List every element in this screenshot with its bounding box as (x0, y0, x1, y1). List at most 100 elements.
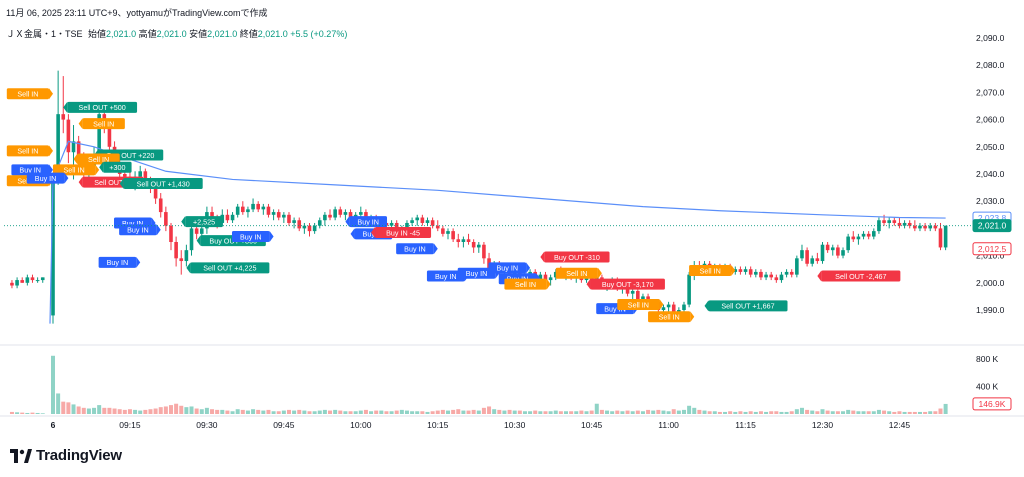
volume-tick-label: 400 K (976, 382, 999, 392)
candle-body (435, 225, 440, 229)
signal-flag-buy-out-profit[interactable]: +2,525 (181, 216, 223, 228)
signal-flag-buy-in[interactable]: Buy IN (488, 262, 531, 274)
candle-body (276, 212, 281, 218)
signal-flag-sell-out-profit[interactable]: Sell OUT +1,430 (119, 178, 203, 190)
signal-flag-body (708, 300, 788, 312)
price-badge-label: 2,012.5 (978, 244, 1007, 254)
volume-bar (143, 409, 148, 414)
signal-flag-label: Buy IN (240, 232, 262, 241)
signal-flag-body (504, 278, 547, 290)
volume-bar (40, 413, 45, 414)
candle-body (241, 206, 245, 213)
signal-flag-sell-in[interactable]: Sell IN (504, 278, 551, 290)
chart-canvas[interactable]: 2,090.0 2,080.0 2,070.0 2,060.0 2,050.0 2,040… (0, 0, 1024, 440)
volume-bar (630, 411, 635, 414)
candle-body (15, 280, 19, 286)
volume-bar (312, 411, 317, 414)
signal-flag-sell-in[interactable]: Sell IN (555, 267, 602, 279)
tradingview-logo[interactable]: TradingView (10, 447, 122, 464)
volume-bar (374, 410, 379, 414)
candle-body (61, 114, 66, 120)
candle-body (451, 231, 455, 240)
candle-body (482, 244, 486, 259)
signal-flag-buy-in[interactable]: Buy IN (119, 224, 161, 236)
volume-bar (517, 410, 522, 414)
symbol-label[interactable]: ＪＸ金属・1・TSE (6, 29, 83, 39)
volume-bar (117, 409, 122, 414)
signal-flag-sell-in[interactable]: Sell IN (78, 118, 125, 130)
volume-bar (179, 405, 184, 414)
candle-body (56, 114, 60, 180)
candle-body (312, 225, 317, 232)
signal-flag-sell-out-loss[interactable]: Sell OUT -2,467 (817, 270, 901, 282)
signal-flag-sell-out-profit[interactable]: Sell OUT +500 (63, 101, 138, 113)
signal-flag-label: Sell OUT +500 (79, 103, 126, 112)
candle-body (856, 236, 861, 240)
signal-flag-sell-in[interactable]: Sell IN (689, 265, 736, 277)
candle-body (20, 280, 25, 283)
volume-bar (102, 407, 107, 414)
signal-flag-sell-out-profit[interactable]: Sell OUT +4,225 (186, 262, 270, 274)
signal-flag-pointer (690, 311, 695, 323)
high-label: 高値 (138, 29, 157, 39)
volume-bar (210, 409, 215, 414)
signal-flag-buy-out-loss[interactable]: Buy OUT -3,170 (586, 278, 665, 290)
signal-flag-buy-in[interactable]: Buy IN (98, 256, 141, 268)
signal-flag-buy-in[interactable]: Buy IN (26, 172, 69, 184)
signal-flag-buy-in[interactable]: Buy IN (396, 243, 438, 255)
candle-body (800, 250, 804, 259)
volume-bar (610, 411, 615, 414)
candle-body (189, 228, 194, 251)
candle-body (441, 228, 445, 234)
volume-bar (56, 393, 61, 414)
price-badge (972, 219, 1012, 233)
signal-flag-buy-in[interactable]: Buy IN (231, 231, 274, 243)
volume-bar (943, 403, 948, 414)
volume-bar (358, 410, 363, 414)
volume-bar (215, 409, 220, 414)
signal-flag-body (231, 231, 270, 243)
volume-bar (281, 410, 286, 414)
signal-flag-buy-out-loss[interactable]: Buy IN -45 (371, 226, 432, 238)
signal-flag-pointer (345, 216, 350, 228)
signal-flag-sell-in[interactable]: Sell IN (6, 88, 53, 100)
low-value: 2,021.0 (207, 29, 238, 39)
signal-flag-buy-in[interactable]: Buy IN (345, 216, 388, 228)
volume-bar (148, 409, 153, 414)
candle-body (795, 258, 799, 275)
candle-body (251, 203, 255, 210)
signal-flag-body (488, 262, 527, 274)
volume-bar (882, 410, 887, 414)
signal-flag-sell-in[interactable]: Sell IN (6, 145, 53, 157)
volume-bar (25, 412, 30, 414)
candle-body (666, 304, 671, 308)
signal-flag-sell-in[interactable]: Sell IN (648, 311, 695, 323)
time-tick-label: 6 (51, 420, 56, 430)
signal-flag-buy-out-loss[interactable]: Buy OUT -310 (540, 251, 610, 263)
volume-bar (184, 407, 189, 414)
signal-flag-sell-out-profit[interactable]: +300 (99, 161, 132, 173)
signal-flag-body (555, 267, 598, 279)
signal-flag-sell-in[interactable]: Sell IN (617, 299, 664, 311)
volume-bar (856, 411, 861, 414)
volume-bar (681, 409, 686, 414)
close-label: 終値 (239, 29, 258, 39)
candle-body (466, 239, 471, 242)
signal-flag-sell-in[interactable]: Sell IN (52, 164, 100, 176)
signal-flag-sell-out-profit[interactable]: Sell OUT +1,667 (704, 300, 788, 312)
volume-bar (230, 411, 235, 414)
candle-body (923, 225, 927, 229)
candle-body (107, 125, 112, 147)
time-tick-label: 10:15 (427, 420, 449, 430)
candle-body (184, 250, 189, 262)
signal-flag-body (26, 172, 65, 184)
candle-body (282, 214, 286, 218)
volume-bar (625, 410, 630, 414)
candle-body (789, 271, 794, 275)
volume-bar (923, 411, 928, 414)
candle-body (158, 198, 163, 213)
signal-flag-label: +2,525 (193, 217, 215, 226)
signal-flag-body (396, 243, 434, 255)
signal-flag-body (119, 224, 157, 236)
volume-bar (307, 411, 312, 414)
